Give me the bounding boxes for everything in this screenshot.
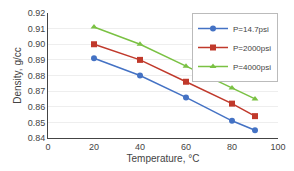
svg-text:40: 40 — [135, 142, 145, 152]
svg-text:0.88: 0.88 — [28, 71, 46, 81]
svg-text:0.90: 0.90 — [28, 39, 46, 49]
svg-text:0.87: 0.87 — [28, 86, 46, 96]
svg-text:0.92: 0.92 — [28, 8, 46, 18]
svg-text:0.84: 0.84 — [28, 133, 46, 143]
svg-text:P=2000psi: P=2000psi — [233, 44, 271, 53]
svg-text:0.91: 0.91 — [28, 24, 46, 34]
svg-text:Temperature, °C: Temperature, °C — [127, 153, 200, 164]
svg-text:P=14.7psi: P=14.7psi — [233, 25, 269, 34]
svg-text:100: 100 — [270, 142, 285, 152]
svg-text:P=4000psi: P=4000psi — [233, 63, 271, 72]
svg-text:Density, g/cc: Density, g/cc — [12, 47, 23, 104]
svg-text:60: 60 — [181, 142, 191, 152]
svg-text:0: 0 — [45, 142, 50, 152]
svg-text:80: 80 — [227, 142, 237, 152]
svg-text:0.86: 0.86 — [28, 102, 46, 112]
svg-text:0.89: 0.89 — [28, 55, 46, 65]
svg-text:20: 20 — [89, 142, 99, 152]
svg-text:0.85: 0.85 — [28, 118, 46, 128]
